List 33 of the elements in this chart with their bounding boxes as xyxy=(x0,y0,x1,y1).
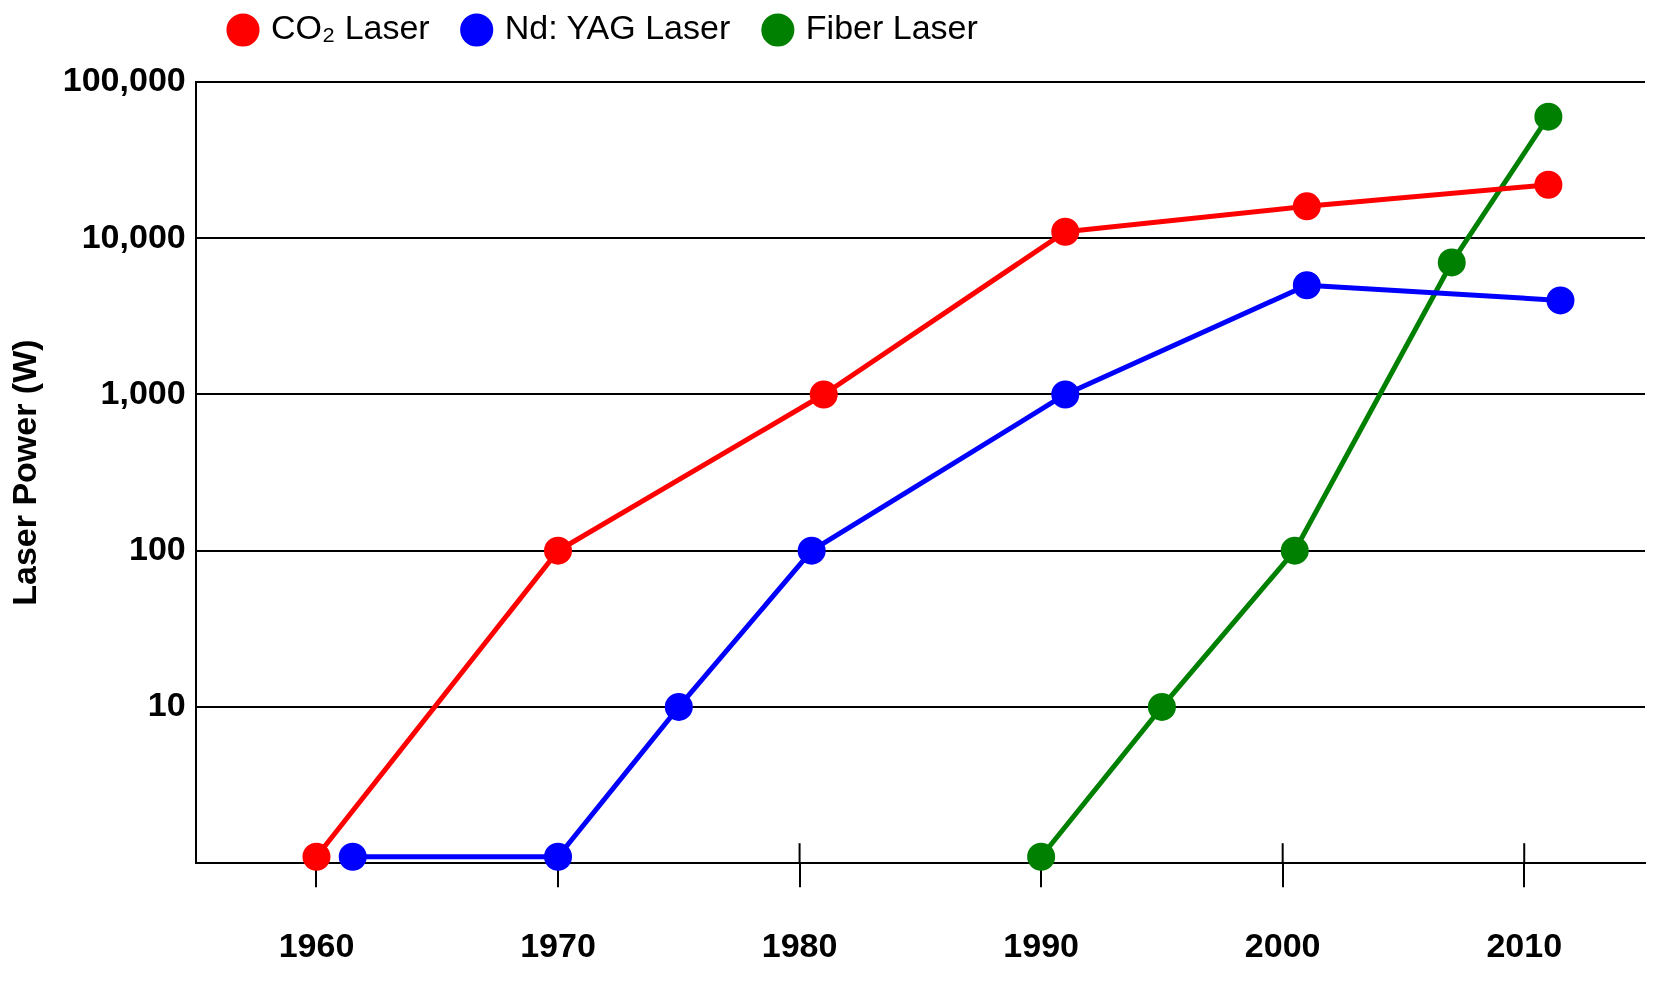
point xyxy=(1534,102,1563,131)
x-tick-label: 1990 xyxy=(1003,925,1079,964)
x-tick-label: 2010 xyxy=(1486,925,1563,964)
point xyxy=(1437,248,1466,277)
point xyxy=(1280,536,1309,565)
y-tick-label: 100,000 xyxy=(62,60,186,99)
y-tick-label: 1,000 xyxy=(100,372,186,411)
point xyxy=(302,842,331,871)
legend-label: CO₂ Laser xyxy=(271,8,430,47)
point xyxy=(544,536,573,565)
point xyxy=(1147,692,1176,721)
x-tick-label: 2000 xyxy=(1244,925,1321,964)
x-tick-label: 1970 xyxy=(520,925,596,964)
point xyxy=(1292,192,1321,221)
y-tick-label: 10 xyxy=(147,685,186,724)
y-axis-title: Laser Power (W) xyxy=(4,339,43,606)
point xyxy=(1292,271,1321,300)
point xyxy=(664,692,693,721)
point xyxy=(797,536,826,565)
legend-label: Fiber Laser xyxy=(805,8,978,47)
point xyxy=(1051,217,1080,246)
x-tick-label: 1980 xyxy=(761,925,838,964)
point xyxy=(338,842,367,871)
point xyxy=(544,842,573,871)
point xyxy=(1534,170,1563,199)
legend-label: Nd: YAG Laser xyxy=(504,8,731,47)
point xyxy=(1051,380,1080,409)
y-tick-label: 100 xyxy=(128,529,186,568)
point xyxy=(809,380,838,409)
point xyxy=(1027,842,1056,871)
point xyxy=(1546,286,1575,315)
y-tick-label: 10,000 xyxy=(81,216,186,255)
x-tick-label: 1960 xyxy=(278,925,355,964)
